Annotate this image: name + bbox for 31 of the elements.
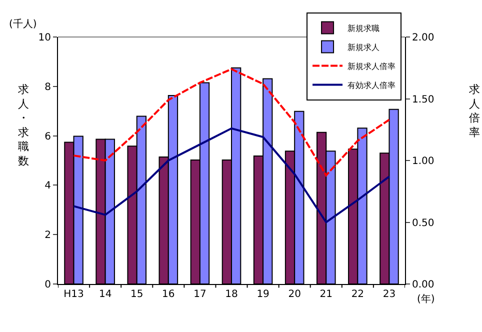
- y-tick-label: 8: [44, 82, 51, 93]
- y2-tick-label: 1.50: [412, 94, 434, 106]
- x-tick-label: 20: [288, 289, 301, 300]
- legend-label: 新規求人倍率: [348, 62, 396, 71]
- y-tick-label: 0: [44, 280, 51, 290]
- line-series: [72, 127, 390, 224]
- x-tick-label: 21: [320, 289, 333, 300]
- x-tick-label: 22: [351, 289, 364, 300]
- x-tick-label: 16: [162, 289, 175, 300]
- y-tick-label: 2: [44, 230, 51, 242]
- x-tick-label: 14: [98, 289, 112, 300]
- y2-tick-label: 2.00: [412, 32, 434, 44]
- y2-tick-label: 1.00: [412, 156, 434, 167]
- text: (千人): [9, 18, 37, 30]
- y-tick-label: 4: [44, 180, 51, 192]
- legend-label: 新規求人: [348, 42, 380, 52]
- y2-axis-title: 求人倍率: [469, 83, 480, 139]
- x-tick-label: 17: [194, 289, 206, 300]
- y-tick-label: 6: [44, 131, 51, 142]
- y-axis-title: 求人・求職数: [18, 83, 29, 168]
- x-tick-label: 18: [225, 289, 238, 300]
- x-tick-label: 19: [256, 289, 270, 300]
- y2-tick-label: 0.00: [412, 280, 434, 290]
- legend-label: 有効求人倍率: [348, 80, 396, 90]
- legend-label: 新規求職: [348, 24, 380, 33]
- x-tick-label: H13: [64, 289, 84, 300]
- x-tick-label: 23: [382, 289, 396, 300]
- x-axis-title: (年): [417, 293, 435, 305]
- y-tick-label: 10: [38, 32, 51, 44]
- y2-tick-label: 0.50: [412, 218, 434, 229]
- x-tick-label: 15: [130, 289, 144, 300]
